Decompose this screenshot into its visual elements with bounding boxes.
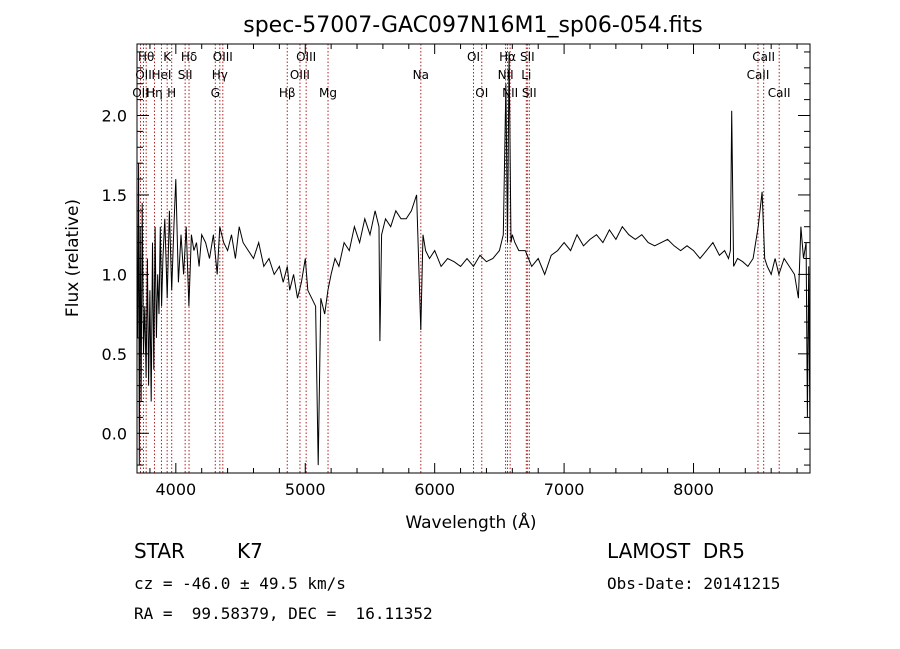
redshift-velocity: cz = -46.0 ± 49.5 km/s (134, 574, 346, 593)
x-tick-label: 6000 (414, 480, 455, 499)
spectral-line-label: H (167, 86, 176, 100)
spectral-line-label: CaII (747, 68, 770, 82)
spectral-line-label: SII (520, 50, 535, 64)
object-class: STAR (134, 539, 185, 563)
sky-coordinates: RA = 99.58379, DEC = 16.11352 (134, 604, 433, 623)
spectral-line-label: Hα (499, 50, 516, 64)
x-tick-label: 5000 (285, 480, 326, 499)
survey-name: LAMOST DR5 (607, 539, 745, 563)
spectral-line-label: OII (132, 86, 149, 100)
x-tick-label: 8000 (673, 480, 714, 499)
spectral-line-label: OIII (290, 68, 310, 82)
y-tick-label: 1.5 (102, 186, 127, 205)
spectral-line-label: SII (178, 68, 193, 82)
y-tick-label: 2.0 (102, 107, 127, 126)
y-tick-label: 1.0 (102, 265, 127, 284)
spectrum-line (137, 51, 811, 466)
spectral-line-label: Na (413, 68, 429, 82)
x-axis-label: Wavelength (Å) (405, 511, 536, 533)
y-tick-label: 0.5 (102, 345, 127, 364)
spectral-line-label: CaII (752, 50, 775, 64)
spectral-line-label: Hθ (138, 50, 154, 64)
observation-date: Obs-Date: 20141215 (607, 574, 781, 593)
x-axis-ticks: 4000 5000 6000 7000 8000 (149, 44, 798, 499)
y-tick-label: 0.0 (102, 424, 127, 443)
spectral-line-label: OI (475, 86, 488, 100)
spectral-line-label: Mg (319, 86, 337, 100)
spectral-line-label: Hβ (279, 86, 296, 100)
x-tick-label: 7000 (544, 480, 585, 499)
y-axis-label: Flux (relative) (63, 199, 83, 317)
spectral-line-label: OIII (213, 50, 233, 64)
spectral-line-label: SII (522, 86, 537, 100)
spectral-line-label: Li (521, 68, 531, 82)
spectral-line-label: K (163, 50, 172, 64)
spectral-line-label: Hδ (181, 50, 197, 64)
spectral-line-label: HeI (151, 68, 171, 82)
x-tick-label: 4000 (155, 480, 196, 499)
spectral-line-label: G (211, 86, 220, 100)
spectral-line-labels: OIIOIIHθHηHeIKHSIIHδGHγOIIIHβOIIIOIIIMgN… (132, 50, 790, 100)
spectral-line-markers (139, 44, 780, 473)
spectral-line-label: CaII (768, 86, 791, 100)
spectral-line-label: Hη (146, 86, 163, 100)
y-axis-ticks: 0.0 0.5 1.0 1.5 2.0 (102, 51, 810, 466)
spectral-line-label: OII (135, 68, 152, 82)
spectral-line-label: Hγ (212, 68, 228, 82)
chart-title: spec-57007-GAC097N16M1_sp06-054.fits (243, 13, 703, 38)
spectral-line-label: NII (502, 86, 518, 100)
object-subclass: K7 (237, 539, 263, 563)
spectral-line-label: OI (467, 50, 480, 64)
spectrum-series (137, 51, 811, 466)
spectral-line-label: NII (498, 68, 514, 82)
spectral-line-label: OIII (296, 50, 316, 64)
